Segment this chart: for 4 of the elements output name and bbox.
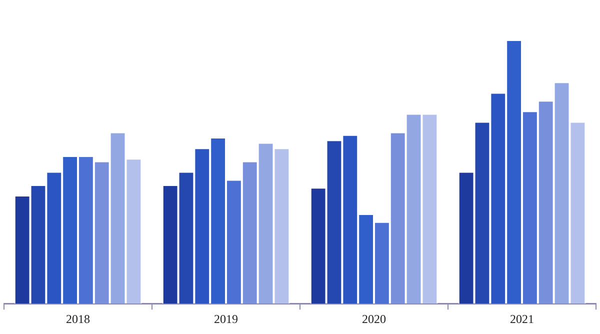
x-tick-label: 2018 — [66, 312, 90, 326]
x-tick-label: 2020 — [362, 312, 386, 326]
x-tick-label: 2019 — [214, 312, 238, 326]
x-tick-label: 2021 — [510, 312, 534, 326]
